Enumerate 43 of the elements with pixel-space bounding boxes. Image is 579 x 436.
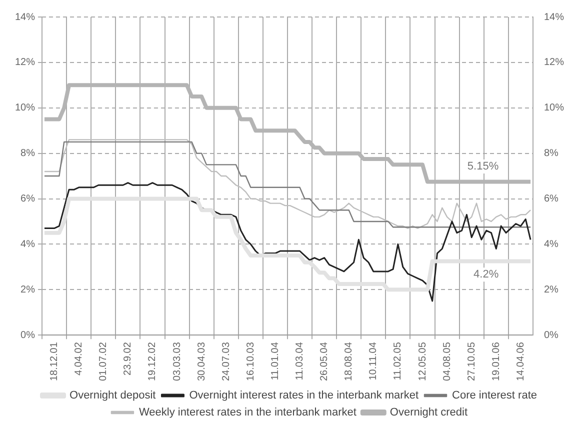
y-tick-label: 12% bbox=[15, 57, 36, 68]
x-tick-label: 24.07.03 bbox=[220, 342, 232, 382]
legend-label: Core interest rate bbox=[452, 390, 537, 402]
x-tick-label: 10.11.04 bbox=[368, 342, 380, 380]
legend-label: Overnight credit bbox=[390, 406, 468, 419]
x-tick-label: 01.07.02 bbox=[98, 342, 110, 382]
y2-tick-label: 10% bbox=[544, 102, 564, 114]
y2-tick-label: 0% bbox=[544, 330, 559, 341]
y2-tick-label: 14% bbox=[544, 12, 564, 23]
x-tick-label: 27.10.05 bbox=[466, 342, 478, 382]
x-tick-label: 11.03.04 bbox=[294, 342, 306, 380]
x-tick-label: 18.08.04 bbox=[344, 342, 355, 382]
x-tick-label: 30.04.03 bbox=[196, 342, 208, 382]
x-tick-label: 19.01.06 bbox=[490, 342, 502, 382]
y-tick-label: 8% bbox=[20, 148, 36, 160]
y2-tick-label: 12% bbox=[544, 57, 564, 68]
x-tick-label: 18.12.01 bbox=[49, 342, 60, 382]
x-tick-label: 16.10.03 bbox=[245, 342, 256, 382]
legend-label: Overnight interest rates in the interbank market bbox=[189, 390, 419, 402]
annotation: 5.15% bbox=[467, 160, 499, 173]
y-tick-label: 0% bbox=[20, 330, 36, 341]
x-tick-label: 26.05.04 bbox=[319, 342, 330, 382]
y2-tick-label: 4% bbox=[544, 238, 559, 250]
legend-label: Overnight deposit bbox=[70, 390, 156, 402]
y2-tick-label: 8% bbox=[544, 148, 559, 160]
x-tick-label: 14.04.06 bbox=[515, 342, 526, 382]
y-tick-label: 14% bbox=[15, 12, 36, 23]
x-tick-label: 12.05.05 bbox=[417, 342, 428, 382]
annotation: 4.2% bbox=[474, 268, 499, 281]
x-tick-label: 11.02.05 bbox=[392, 342, 404, 380]
y-tick-label: 2% bbox=[20, 284, 36, 296]
y-tick-label: 4% bbox=[20, 238, 36, 250]
x-tick-label: 03.03.03 bbox=[172, 342, 183, 382]
y-tick-label: 10% bbox=[15, 102, 36, 114]
x-tick-label: 19.12.02 bbox=[147, 342, 158, 382]
y2-tick-label: 2% bbox=[544, 284, 559, 296]
x-tick-label: 23.9.02 bbox=[122, 342, 134, 376]
y2-tick-label: 6% bbox=[544, 194, 559, 205]
x-tick-label: 04.08.05 bbox=[442, 342, 453, 382]
x-tick-label: 11.01.04 bbox=[270, 342, 281, 380]
y-tick-label: 6% bbox=[20, 194, 36, 205]
x-tick-label: 4.04.02 bbox=[74, 342, 85, 376]
legend-label: Weekly interest rates in the interbank market bbox=[138, 406, 356, 419]
